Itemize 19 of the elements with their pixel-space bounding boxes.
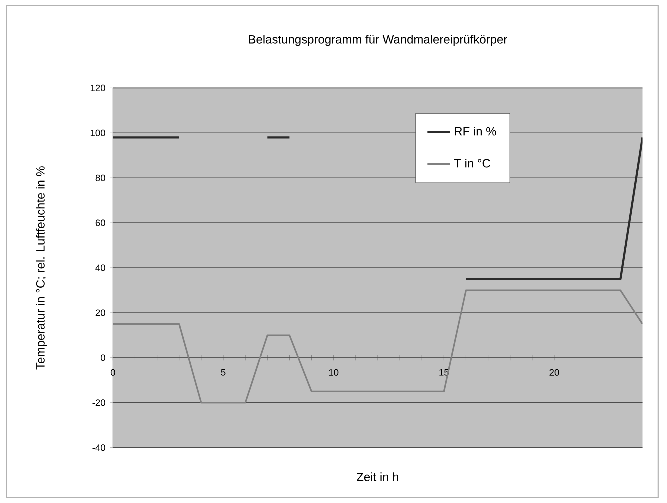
x-axis-title: Zeit in h [357,472,399,482]
y-tick-label: 80 [96,174,106,182]
y-tick-label: 40 [96,264,106,272]
y-axis-title: Temperatur in °C; rel. Luftfeuchte in % [36,166,48,370]
x-tick-label: 10 [329,369,339,376]
x-tick-label: 5 [221,369,226,376]
line-series [113,290,643,404]
y-tick-label: 100 [90,130,106,136]
x-tick-label: 20 [550,369,560,376]
y-tick-label: 20 [96,310,106,316]
y-tick-label: -40 [92,444,106,452]
y-tick-label: 120 [90,84,106,92]
y-tick-label: 60 [96,220,106,226]
y-tick-label: 0 [100,354,106,362]
legend-label: T in °C [454,158,490,168]
chart-title: Belastungsprogramm für Wandmalereiprüfkörper [249,34,508,46]
legend-label: RF in % [455,126,496,136]
x-tick-label: 0 [110,369,116,376]
y-tick-label: -20 [92,400,106,406]
